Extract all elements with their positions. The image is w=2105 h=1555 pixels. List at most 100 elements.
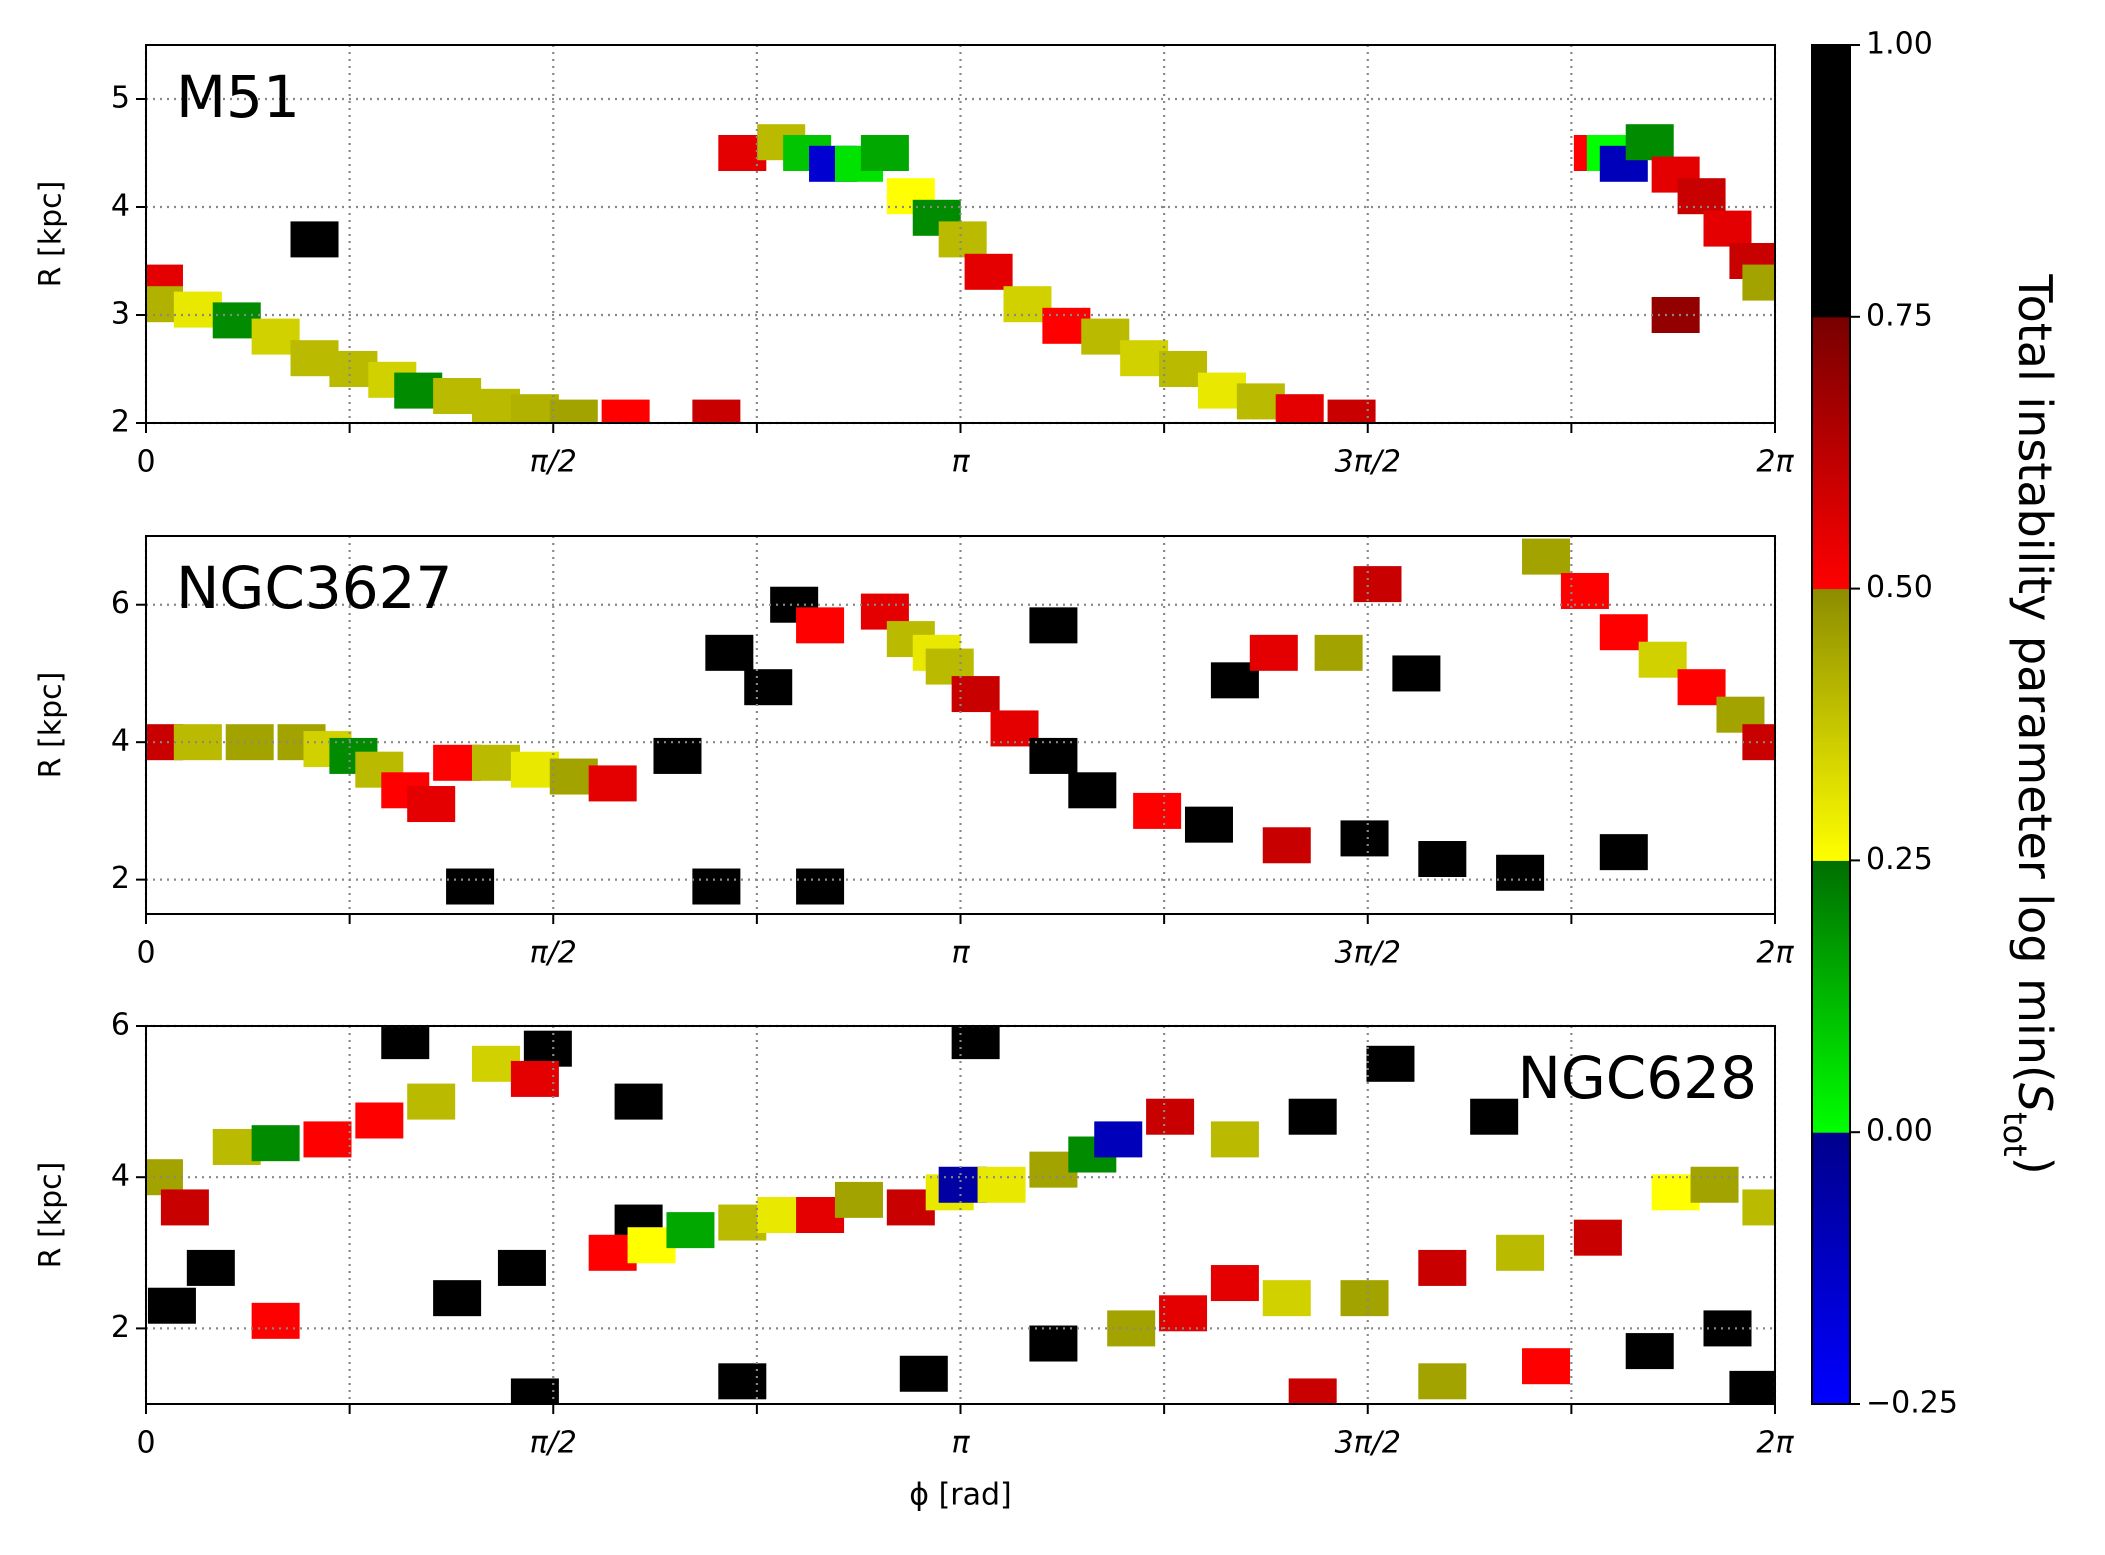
cell xyxy=(446,868,495,905)
y-tick-label: 5 xyxy=(111,81,130,116)
cell xyxy=(1625,1333,1674,1370)
y-tick-label: 4 xyxy=(111,1159,130,1194)
cell xyxy=(601,399,650,423)
x-tick-label: 3π/2 xyxy=(1335,445,1401,480)
x-tick-label: 2π xyxy=(1756,1426,1794,1461)
cell xyxy=(549,399,598,423)
colorbar-label-part: ) xyxy=(2009,1157,2063,1175)
cell xyxy=(1742,264,1775,301)
colorbar-tick-label: 0.75 xyxy=(1866,298,1933,333)
cell xyxy=(290,221,339,258)
cell xyxy=(1366,1045,1415,1082)
cell xyxy=(614,1083,663,1120)
cell xyxy=(433,1280,482,1317)
cell xyxy=(1340,1280,1389,1317)
cell xyxy=(1275,394,1324,423)
cell xyxy=(251,1125,300,1162)
cell xyxy=(407,1083,456,1120)
y-axis-label: R [kpc] xyxy=(34,672,69,779)
colorbar-segment xyxy=(1812,316,1850,590)
cell xyxy=(938,221,987,258)
x-tick-label: π/2 xyxy=(530,445,577,480)
colorbar-segment xyxy=(1812,45,1850,318)
axes-frame xyxy=(145,535,1776,915)
plot-area xyxy=(146,1026,1775,1404)
panel-title: NGC3627 xyxy=(176,554,452,622)
colorbar-segment xyxy=(1812,588,1850,861)
cell xyxy=(1703,1310,1752,1347)
cell xyxy=(510,1060,559,1097)
cell xyxy=(1068,772,1117,809)
cell xyxy=(160,1189,209,1226)
cell xyxy=(692,399,741,423)
cell xyxy=(1470,1098,1519,1135)
cell xyxy=(1210,1121,1259,1158)
cell xyxy=(1029,1325,1078,1362)
colorbar-label: Total instability parameter log min(Stot… xyxy=(1996,273,2063,1174)
x-tick-label: 0 xyxy=(136,936,155,971)
cell xyxy=(666,1212,715,1249)
y-axis-label: R [kpc] xyxy=(34,181,69,288)
cell xyxy=(1314,634,1363,671)
cell xyxy=(147,1287,196,1324)
panel-title: NGC628 xyxy=(1517,1044,1757,1112)
plot-area xyxy=(146,124,1775,423)
cell xyxy=(744,669,793,706)
colorbar-tick-label: 0.00 xyxy=(1866,1114,1933,1149)
cell xyxy=(588,765,637,802)
y-axis-label: R [kpc] xyxy=(34,1162,69,1269)
cell xyxy=(1353,566,1402,603)
cell xyxy=(1029,737,1078,774)
cell xyxy=(146,1159,183,1196)
cell xyxy=(718,1363,767,1400)
cell xyxy=(951,676,1000,713)
cell xyxy=(355,1102,404,1139)
y-tick-label: 2 xyxy=(111,861,130,896)
colorbar-label-part: tot xyxy=(1996,1112,2034,1157)
cell xyxy=(1288,1098,1337,1135)
colorbar-label-part: S xyxy=(2009,1083,2063,1112)
cell xyxy=(523,1030,572,1067)
cell xyxy=(796,607,845,644)
cell xyxy=(977,1166,1026,1203)
colorbar-tick-label: 0.25 xyxy=(1866,842,1933,877)
x-tick-label: π xyxy=(951,445,970,480)
y-tick-label: 3 xyxy=(111,297,130,332)
colorbar-segment xyxy=(1812,1132,1850,1405)
cell xyxy=(1392,655,1441,692)
cell xyxy=(1742,724,1775,761)
cell xyxy=(1210,1265,1259,1302)
cell xyxy=(1262,1280,1311,1317)
cell xyxy=(1625,124,1674,161)
cell xyxy=(497,1249,546,1286)
cell xyxy=(407,786,456,823)
cell xyxy=(186,1249,235,1286)
cell xyxy=(951,1026,1000,1060)
cell xyxy=(1573,1219,1622,1256)
cell xyxy=(1159,1295,1208,1332)
cell xyxy=(1496,854,1545,891)
y-tick-label: 4 xyxy=(111,724,130,759)
x-tick-label: 2π xyxy=(1756,445,1794,480)
cell xyxy=(1703,210,1752,247)
y-tick-label: 4 xyxy=(111,189,130,224)
x-tick-label: π xyxy=(951,936,970,971)
cell xyxy=(510,1378,559,1404)
cell xyxy=(1418,841,1467,878)
x-tick-label: π xyxy=(951,1426,970,1461)
cell xyxy=(1288,1378,1337,1404)
cell xyxy=(251,1302,300,1339)
cell xyxy=(796,868,845,905)
cell xyxy=(1094,1121,1143,1158)
cell xyxy=(1677,178,1726,215)
x-tick-label: π/2 xyxy=(530,936,577,971)
cell xyxy=(1522,1348,1571,1385)
cell xyxy=(653,737,702,774)
y-tick-label: 6 xyxy=(111,1008,130,1043)
axes-frame xyxy=(145,44,1776,424)
cell xyxy=(1340,820,1389,857)
cell xyxy=(303,1121,352,1158)
cell xyxy=(964,253,1013,290)
cell xyxy=(1522,538,1571,575)
x-tick-label: 3π/2 xyxy=(1335,936,1401,971)
